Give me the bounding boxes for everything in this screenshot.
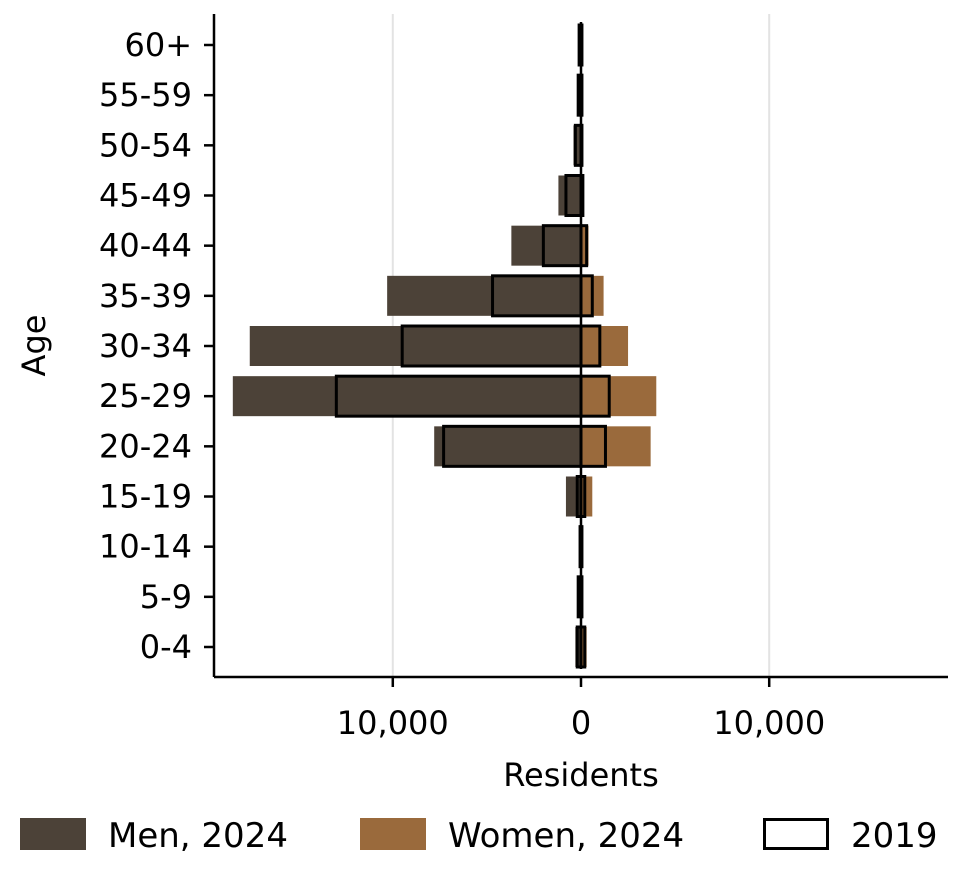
bar-women-2024-40-44 (581, 225, 589, 266)
y-tick-label-0-4: 0-4 (140, 628, 192, 666)
y-tick-label-35-39: 35-39 (99, 277, 192, 315)
legend-swatch-men-2024 (20, 818, 86, 850)
legend-label-women-2024: Women, 2024 (448, 816, 684, 856)
x-tick-label-0: 10,000 (337, 704, 449, 742)
bar-men-2024-45-49 (558, 175, 581, 216)
y-axis-ticks: 0-4 5-9 10-14 15-19 20-24 25-29 30-34 35-39 40-4… (99, 26, 214, 666)
legend-label-men-2024: Men, 2024 (108, 816, 288, 856)
legend-swatch-women-2024 (360, 818, 426, 850)
bars (232, 25, 657, 667)
y-tick-label-10-14: 10-14 (99, 528, 192, 566)
legend-label-2019: 2019 (851, 816, 938, 856)
bar-men-2024-20-24 (434, 426, 581, 467)
y-tick-label-45-49: 45-49 (99, 177, 192, 215)
y-tick-label-20-24: 20-24 (99, 427, 192, 465)
bar-men-2024-35-39 (387, 275, 581, 316)
bar-women-2024-20-24 (581, 426, 651, 467)
y-axis-title: Age (15, 315, 53, 377)
bar-men-2024-15-19 (565, 476, 581, 517)
y-tick-label-5-9: 5-9 (140, 578, 192, 616)
x-axis-title: Residents (503, 756, 659, 794)
bar-women-2024-15-19 (581, 476, 593, 517)
y-tick-label-40-44: 40-44 (99, 227, 192, 265)
y-tick-label-30-34: 30-34 (99, 327, 192, 365)
bar-women-2024-30-34 (581, 326, 629, 366)
x-tick-label-2: 10,000 (713, 704, 825, 742)
legend-swatch-2019 (763, 818, 829, 850)
bar-women-2024-25-29 (581, 376, 657, 417)
y-tick-label-55-59: 55-59 (99, 76, 192, 114)
bar-men-2024-30-34 (249, 326, 581, 366)
x-axis-ticks: 10,000 0 10,000 (337, 677, 825, 742)
x-tick-label-1: 0 (571, 704, 591, 742)
y-tick-label-60+: 60+ (124, 26, 192, 64)
bar-men-2024-50-54 (573, 125, 581, 166)
legend: Men, 2024 Women, 2024 2019 (20, 816, 938, 856)
bar-men-2024-40-44 (511, 225, 581, 266)
bar-men-2024-25-29 (232, 376, 582, 417)
y-tick-label-25-29: 25-29 (99, 377, 192, 415)
y-tick-label-50-54: 50-54 (99, 126, 192, 164)
y-tick-label-15-19: 15-19 (99, 478, 192, 516)
